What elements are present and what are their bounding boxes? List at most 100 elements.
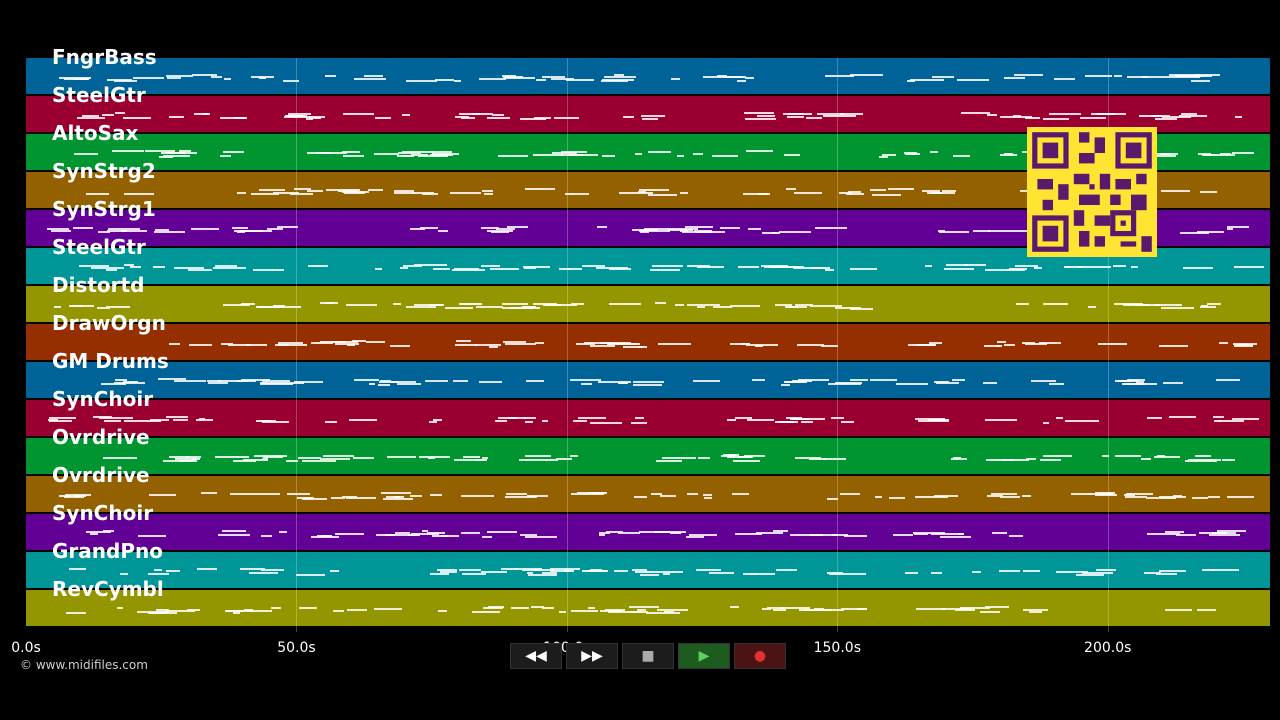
note-bar: [378, 383, 391, 386]
note-bar: [1161, 307, 1194, 310]
note-bar: [641, 114, 665, 117]
note-bar: [1156, 572, 1177, 575]
fast-forward-button[interactable]: ▶▶: [566, 643, 618, 669]
note-bar: [278, 344, 307, 347]
note-bar: [657, 343, 692, 346]
note-bar: [74, 152, 99, 155]
note-bar: [503, 340, 527, 343]
note-bar: [931, 76, 955, 79]
record-button[interactable]: ●: [734, 643, 786, 669]
note-bar: [236, 380, 256, 383]
note-bar: [602, 154, 615, 157]
note-bar: [680, 191, 688, 194]
note-bar: [1197, 608, 1216, 611]
note-bar: [175, 457, 196, 460]
note-bar: [888, 496, 906, 499]
note-bar: [248, 572, 278, 575]
note-bar: [456, 340, 472, 343]
note-bar: [542, 75, 566, 78]
note-bar: [775, 303, 793, 306]
note-bar: [741, 343, 749, 346]
note-bar: [922, 190, 940, 193]
note-bar: [1021, 341, 1035, 344]
note-bar: [550, 78, 574, 81]
note-bar: [1049, 382, 1064, 385]
note-bar: [106, 306, 131, 309]
note-bar: [486, 116, 510, 119]
note-bar: [173, 379, 206, 382]
note-bar: [509, 306, 540, 309]
note-bar: [653, 531, 686, 534]
note-bar: [649, 268, 659, 271]
note-bar: [148, 494, 176, 497]
note-bar: [828, 573, 845, 576]
note-bar: [987, 494, 1003, 497]
note-bar: [941, 608, 972, 611]
note-bar: [302, 459, 337, 462]
stop-button[interactable]: ■: [622, 643, 674, 669]
note-bar: [1064, 419, 1099, 422]
note-bar: [1176, 533, 1197, 536]
note-bar: [505, 495, 537, 498]
note-bar: [124, 420, 151, 423]
note-bar: [242, 458, 269, 461]
note-bar: [789, 533, 823, 536]
note-bar: [352, 340, 366, 343]
note-bar: [258, 189, 285, 192]
note-bar: [519, 534, 538, 537]
note-bar: [479, 380, 502, 383]
note-bar: [980, 611, 1001, 614]
note-bar: [409, 495, 423, 498]
note-bar: [791, 379, 812, 382]
note-bar: [1082, 572, 1114, 575]
note-bar: [341, 495, 357, 498]
note-bar: [909, 78, 944, 81]
note-bar: [587, 492, 605, 495]
note-bar: [809, 304, 843, 307]
track-name-label: Ovrdrive: [52, 425, 150, 449]
play-button[interactable]: ▶: [678, 643, 730, 669]
note-bar: [797, 343, 824, 346]
note-bar: [906, 79, 915, 82]
note-bar: [387, 456, 416, 459]
note-bar: [841, 420, 854, 423]
note-bar: [647, 150, 671, 153]
note-bar: [821, 344, 838, 347]
note-bar: [679, 230, 688, 233]
note-bar: [1218, 342, 1229, 345]
note-bar: [569, 379, 601, 382]
note-bar: [428, 420, 438, 423]
note-bar: [1116, 379, 1131, 382]
note-bar: [259, 383, 293, 386]
note-bar: [1227, 495, 1254, 498]
note-bar: [717, 74, 727, 77]
time-tick-label: 0.0s: [11, 640, 41, 656]
note-bar: [839, 493, 860, 496]
note-bar: [850, 267, 878, 270]
note-bar: [102, 456, 137, 459]
note-bar: [267, 228, 284, 231]
note-bar: [697, 456, 710, 459]
note-bar: [942, 189, 957, 192]
note-bar: [497, 416, 527, 419]
note-bar: [310, 342, 334, 345]
note-bar: [451, 269, 486, 272]
note-bar: [455, 344, 478, 347]
note-bar: [190, 227, 219, 230]
note-bar: [504, 343, 537, 346]
note-bar: [335, 532, 365, 535]
note-bar: [773, 530, 788, 533]
note-bar: [703, 496, 713, 499]
note-bar: [333, 610, 344, 613]
note-bar: [410, 228, 425, 231]
note-bar: [644, 570, 675, 573]
note-bar: [1187, 459, 1221, 462]
note-bar: [273, 191, 299, 194]
rewind-button[interactable]: ◀◀: [510, 643, 562, 669]
note-bar: [354, 379, 379, 382]
track-name-label: DrawOrgn: [52, 311, 166, 335]
note-bar: [294, 115, 326, 118]
note-bar: [719, 227, 740, 230]
note-bar: [428, 457, 435, 460]
note-bar: [148, 572, 169, 575]
